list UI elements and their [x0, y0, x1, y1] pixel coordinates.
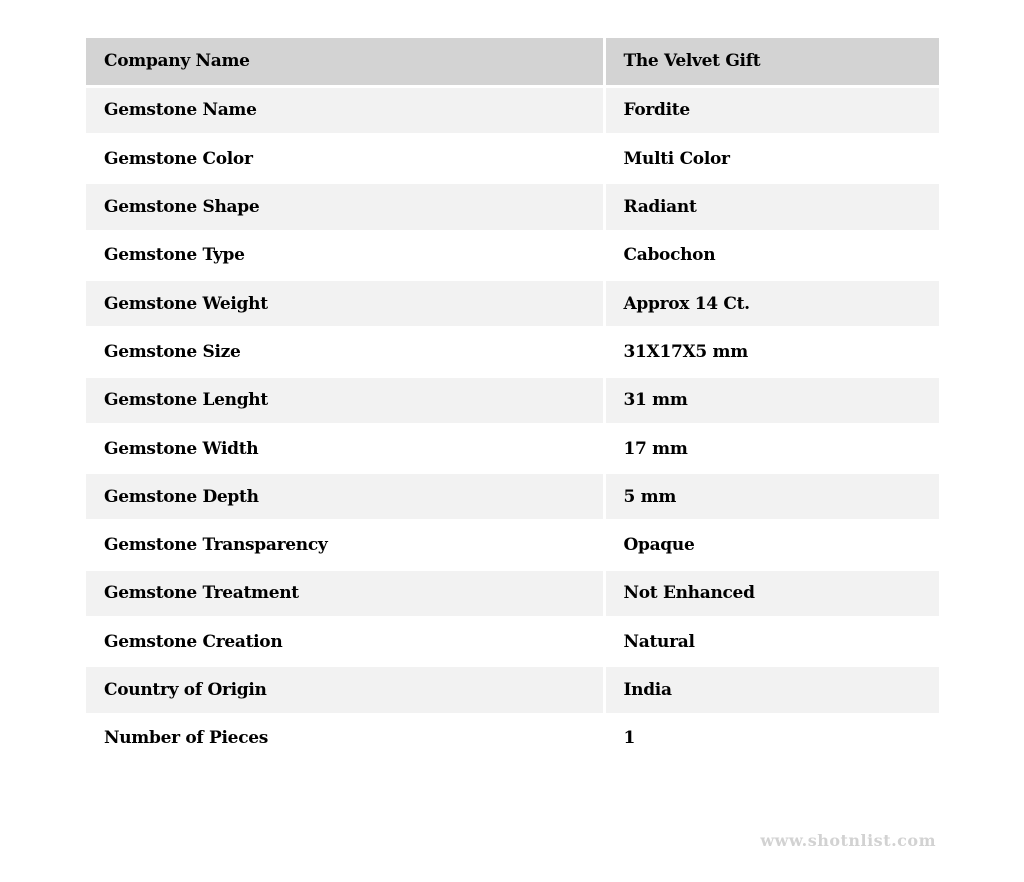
table-header-row: Company Name The Velvet Gift: [86, 38, 939, 88]
table-row: Gemstone Shape Radiant: [86, 182, 939, 233]
row-value: 31 mm: [604, 376, 939, 426]
row-label: Gemstone Weight: [86, 279, 606, 330]
row-label: Gemstone Depth: [86, 472, 606, 523]
row-value: Multi Color: [604, 134, 939, 185]
row-value: Natural: [604, 617, 939, 668]
row-value: Not Enhanced: [604, 569, 939, 620]
table-row: Gemstone Type Cabochon: [86, 231, 939, 281]
row-value: India: [604, 665, 939, 716]
table-row: Gemstone Weight Approx 14 Ct.: [86, 279, 939, 330]
table-row: Number of Pieces 1: [86, 714, 939, 764]
row-value: Fordite: [604, 86, 939, 137]
row-label: Company Name: [86, 38, 606, 88]
row-label: Gemstone Color: [86, 134, 606, 185]
row-value: Approx 14 Ct.: [604, 279, 939, 330]
row-value: Opaque: [604, 520, 939, 571]
table-row: Gemstone Lenght 31 mm: [86, 376, 939, 426]
row-value: The Velvet Gift: [604, 38, 939, 88]
row-label: Gemstone Transparency: [86, 520, 606, 571]
table-row: Gemstone Width 17 mm: [86, 424, 939, 475]
row-value: 31X17X5 mm: [604, 327, 939, 378]
row-label: Gemstone Creation: [86, 617, 606, 668]
table-row: Gemstone Depth 5 mm: [86, 472, 939, 523]
row-label: Gemstone Name: [86, 86, 606, 137]
watermark: www.shotnlist.com: [760, 831, 936, 850]
row-label: Gemstone Type: [86, 231, 606, 281]
table-row: Country of Origin India: [86, 665, 939, 716]
row-label: Gemstone Shape: [86, 182, 606, 233]
row-label: Gemstone Width: [86, 424, 606, 475]
row-value: 17 mm: [604, 424, 939, 475]
row-label: Gemstone Lenght: [86, 376, 606, 426]
table-row: Gemstone Size 31X17X5 mm: [86, 327, 939, 378]
row-label: Gemstone Size: [86, 327, 606, 378]
table-row: Gemstone Transparency Opaque: [86, 520, 939, 571]
row-value: Radiant: [604, 182, 939, 233]
gemstone-spec-table: Company Name The Velvet Gift Gemstone Na…: [86, 38, 939, 764]
row-label: Gemstone Treatment: [86, 569, 606, 620]
row-value: Cabochon: [604, 231, 939, 281]
row-label: Country of Origin: [86, 665, 606, 716]
table-row: Gemstone Name Fordite: [86, 86, 939, 137]
row-value: 1: [604, 714, 939, 764]
table-row: Gemstone Creation Natural: [86, 617, 939, 668]
table-row: Gemstone Treatment Not Enhanced: [86, 569, 939, 620]
row-value: 5 mm: [604, 472, 939, 523]
row-label: Number of Pieces: [86, 714, 606, 764]
table-row: Gemstone Color Multi Color: [86, 134, 939, 185]
